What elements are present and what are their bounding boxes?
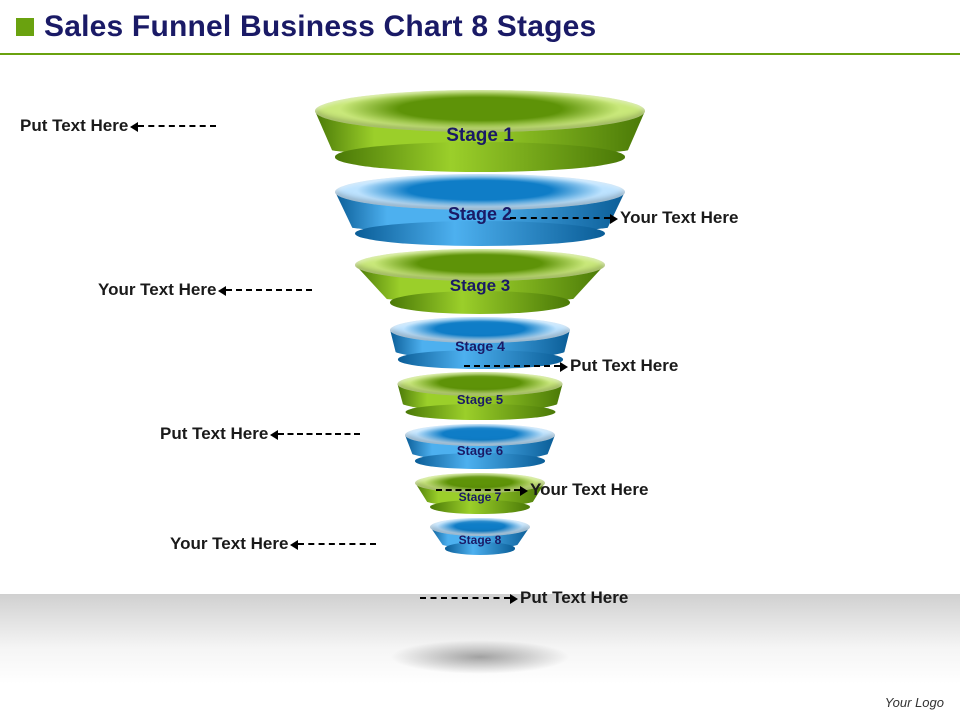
callout-text: Put Text Here — [20, 116, 128, 136]
callout-arrow — [278, 433, 360, 435]
callout-6: Your Text Here — [426, 480, 648, 500]
callout-text: Put Text Here — [160, 424, 268, 444]
stage-label: Stage 4 — [455, 338, 505, 354]
stage-label: Stage 3 — [450, 276, 510, 296]
callout-arrow — [436, 489, 520, 491]
callout-arrow — [464, 365, 560, 367]
callout-arrow — [420, 597, 510, 599]
callout-3: Your Text Here — [98, 280, 322, 300]
stage-label: Stage 5 — [457, 392, 503, 407]
callout-1: Put Text Here — [20, 116, 226, 136]
callout-text: Your Text Here — [620, 208, 738, 228]
callout-7: Your Text Here — [170, 534, 386, 554]
callout-text: Put Text Here — [520, 588, 628, 608]
title-bar: Sales Funnel Business Chart 8 Stages — [0, 0, 960, 50]
callout-arrow — [138, 125, 216, 127]
title-accent-square — [16, 18, 34, 36]
stage-label: Stage 8 — [459, 533, 502, 547]
callout-arrow — [226, 289, 312, 291]
callout-text: Put Text Here — [570, 356, 678, 376]
callout-arrow — [510, 217, 610, 219]
callout-text: Your Text Here — [530, 480, 648, 500]
stage-label: Stage 6 — [457, 443, 503, 458]
callout-4: Put Text Here — [454, 356, 678, 376]
callout-5: Put Text Here — [160, 424, 370, 444]
title-underline — [0, 53, 960, 55]
callout-8: Put Text Here — [410, 588, 628, 608]
funnel-shadow — [390, 640, 570, 674]
stage-bottom-ellipse — [335, 142, 625, 171]
callout-text: Your Text Here — [98, 280, 216, 300]
stage-label: Stage 1 — [446, 125, 514, 147]
callout-text: Your Text Here — [170, 534, 288, 554]
callout-arrow — [298, 543, 376, 545]
callout-2: Your Text Here — [500, 208, 738, 228]
page-title: Sales Funnel Business Chart 8 Stages — [44, 10, 596, 44]
footer-logo: Your Logo — [885, 695, 944, 710]
